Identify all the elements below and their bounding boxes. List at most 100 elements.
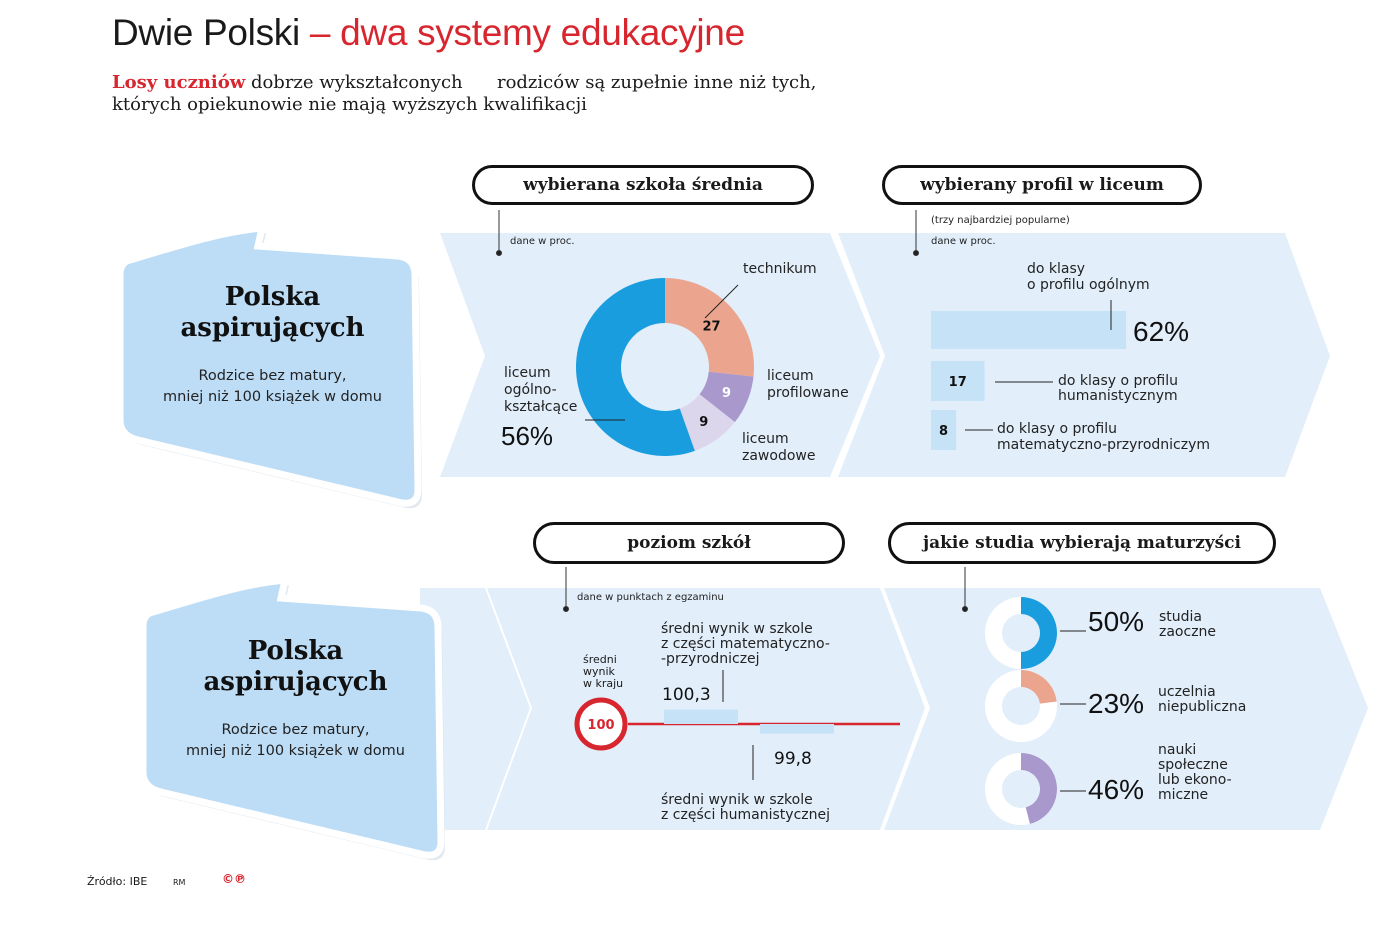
level-bar-0 bbox=[664, 709, 738, 724]
avg-label-1: średni bbox=[583, 653, 617, 666]
avg-label-2: wynik bbox=[583, 665, 615, 678]
pill-school-label: wybierana szkoła średnia bbox=[523, 175, 763, 195]
profile-sub-note: (trzy najbardziej popularne) bbox=[931, 215, 1070, 226]
avg-label-3: w kraju bbox=[583, 677, 624, 690]
label-lp-2: profilowane bbox=[767, 385, 849, 401]
profile-bar-2 bbox=[931, 410, 957, 450]
profile-bar-chart: 17 8 bbox=[931, 300, 1126, 450]
level-chart: 100,3 99,8 100 bbox=[574, 670, 900, 780]
studies-donuts bbox=[984, 597, 1057, 825]
studies-3-label-1: nauki bbox=[1158, 742, 1197, 758]
pill-level-label: poziom szkół bbox=[627, 533, 751, 553]
card-1-title-line1: Polska bbox=[224, 282, 321, 312]
pill-studies: jakie studia wybierają maturzyści bbox=[888, 522, 1276, 564]
card-1-desc-line2: mniej niż 100 książek w domu bbox=[163, 389, 382, 405]
subtitle-line2: których opiekunowie nie mają wyższych kw… bbox=[112, 94, 587, 115]
prof-gen-pct: 62% bbox=[1133, 316, 1190, 347]
school-unit-note: dane w proc. bbox=[510, 236, 575, 247]
prof-mat-1: do klasy o profilu bbox=[997, 421, 1118, 437]
profile-bar-value-1: 17 bbox=[949, 375, 967, 390]
studies-2-label-1: uczelnia bbox=[1158, 684, 1216, 700]
pill-school: wybierana szkoła średnia bbox=[472, 165, 814, 205]
level-bar-1 bbox=[760, 724, 834, 734]
reference-marker bbox=[574, 697, 628, 751]
profile-bar-0 bbox=[931, 311, 1126, 349]
prof-gen-2: o profilu ogólnym bbox=[1027, 277, 1150, 293]
prof-gen-1: do klasy bbox=[1027, 261, 1086, 277]
school-slice-label-1: 9 bbox=[722, 386, 731, 401]
prof-hum-1: do klasy o profilu bbox=[1058, 373, 1179, 389]
subtitle-highlight: Losy uczniów bbox=[112, 72, 246, 93]
profile-bar-1 bbox=[931, 361, 985, 401]
label-lo-3: kształcące bbox=[504, 399, 578, 415]
card-1: Polska aspirujących Rodzice bez matury, … bbox=[150, 282, 395, 408]
studies-leaders bbox=[1060, 630, 1086, 792]
label-lp-1: liceum bbox=[767, 368, 814, 384]
studies-slice-2 bbox=[1021, 753, 1057, 824]
prof-mat-2: matematyczno-przyrodniczym bbox=[997, 437, 1211, 453]
studies-3-pct: 46% bbox=[1088, 774, 1145, 805]
panel-row1-right bbox=[838, 233, 1330, 477]
studies-slice-0 bbox=[1021, 597, 1057, 669]
page-title: Dwie Polski – dwa systemy edukacyjne bbox=[112, 12, 745, 54]
title-main: Dwie Polski bbox=[112, 12, 300, 53]
studies-2-label-2: niepubliczna bbox=[1158, 699, 1247, 715]
pill-profile: wybierany profil w liceum bbox=[882, 165, 1202, 205]
hum-label-1: średni wynik w szkole bbox=[661, 792, 813, 808]
level-unit-note: dane w punktach z egzaminu bbox=[577, 592, 724, 603]
pill-studies-label: jakie studia wybierają maturzyści bbox=[922, 533, 1241, 553]
math-label-3: -przyrodniczej bbox=[661, 651, 760, 667]
reference-value: 100 bbox=[587, 718, 614, 733]
studies-1-label-1: studia bbox=[1159, 609, 1203, 625]
school-slice-0 bbox=[665, 278, 754, 377]
page-subtitle: Losy uczniów dobrze wykształconych rodzi… bbox=[112, 72, 816, 116]
card-2-title-line1: Polska bbox=[247, 636, 344, 666]
studies-slice-1 bbox=[1021, 670, 1057, 704]
school-slice-label-0: 27 bbox=[702, 319, 720, 334]
pill-profile-label: wybierany profil w liceum bbox=[920, 175, 1164, 195]
card-2-desc-line2: mniej niż 100 książek w domu bbox=[186, 743, 405, 759]
school-donut-chart: 27 99 bbox=[576, 278, 754, 456]
avg-label: średni wynik w kraju bbox=[583, 654, 623, 690]
label-lz-1: liceum bbox=[742, 431, 789, 447]
label-lo-2: ogólno- bbox=[504, 382, 557, 398]
school-slice-label-2: 9 bbox=[699, 415, 708, 430]
card-2-title-line2: aspirujących bbox=[203, 667, 388, 697]
card-1-shape bbox=[116, 224, 422, 509]
card-2-desc-line1: Rodzice bez matury, bbox=[221, 722, 370, 738]
label-lz-2: zawodowe bbox=[742, 448, 816, 464]
studies-1-label-2: zaoczne bbox=[1159, 624, 1217, 640]
title-accent: – dwa systemy edukacyjne bbox=[309, 12, 745, 53]
panel-row2-back bbox=[420, 588, 530, 830]
hum-label-2: z części humanistycznej bbox=[661, 807, 831, 823]
source-note: Źródło: IBE bbox=[87, 875, 148, 888]
author-initials: RM bbox=[173, 878, 186, 887]
publisher-logo: ©℗ bbox=[222, 872, 246, 886]
panel-row1-left bbox=[440, 233, 880, 477]
studies-3-label-2: społeczne bbox=[1158, 757, 1228, 773]
panel-row2-mid bbox=[487, 588, 925, 830]
card-1-desc-line1: Rodzice bez matury, bbox=[198, 368, 347, 384]
card-1-title-line2: aspirujących bbox=[180, 313, 365, 343]
profile-bar-value-2: 8 bbox=[939, 424, 948, 439]
math-label-1: średni wynik w szkole bbox=[661, 621, 813, 637]
card-2-shape bbox=[139, 576, 445, 861]
math-label-2: z części matematyczno- bbox=[661, 636, 830, 652]
prof-hum-2: humanistycznym bbox=[1058, 388, 1178, 404]
studies-1-pct: 50% bbox=[1088, 606, 1145, 637]
label-lo-1: liceum bbox=[504, 365, 551, 381]
studies-3-label-3: lub ekono- bbox=[1158, 772, 1232, 788]
profile-unit-note: dane w proc. bbox=[931, 236, 996, 247]
label-technikum: technikum bbox=[743, 261, 817, 277]
studies-2-pct: 23% bbox=[1088, 688, 1145, 719]
subtitle-line1: dobrze wykształconych rodziców są zupełn… bbox=[245, 72, 817, 93]
label-lo-pct: 56% bbox=[501, 421, 554, 451]
card-2: Polska aspirujących Rodzice bez matury, … bbox=[173, 636, 418, 762]
level-bar-value-0: 100,3 bbox=[662, 685, 711, 705]
school-slice-1 bbox=[699, 371, 754, 423]
school-slice-3 bbox=[576, 278, 695, 456]
pill-level: poziom szkół bbox=[533, 522, 845, 564]
studies-3-label-4: miczne bbox=[1158, 787, 1209, 803]
school-slice-2 bbox=[679, 394, 735, 451]
